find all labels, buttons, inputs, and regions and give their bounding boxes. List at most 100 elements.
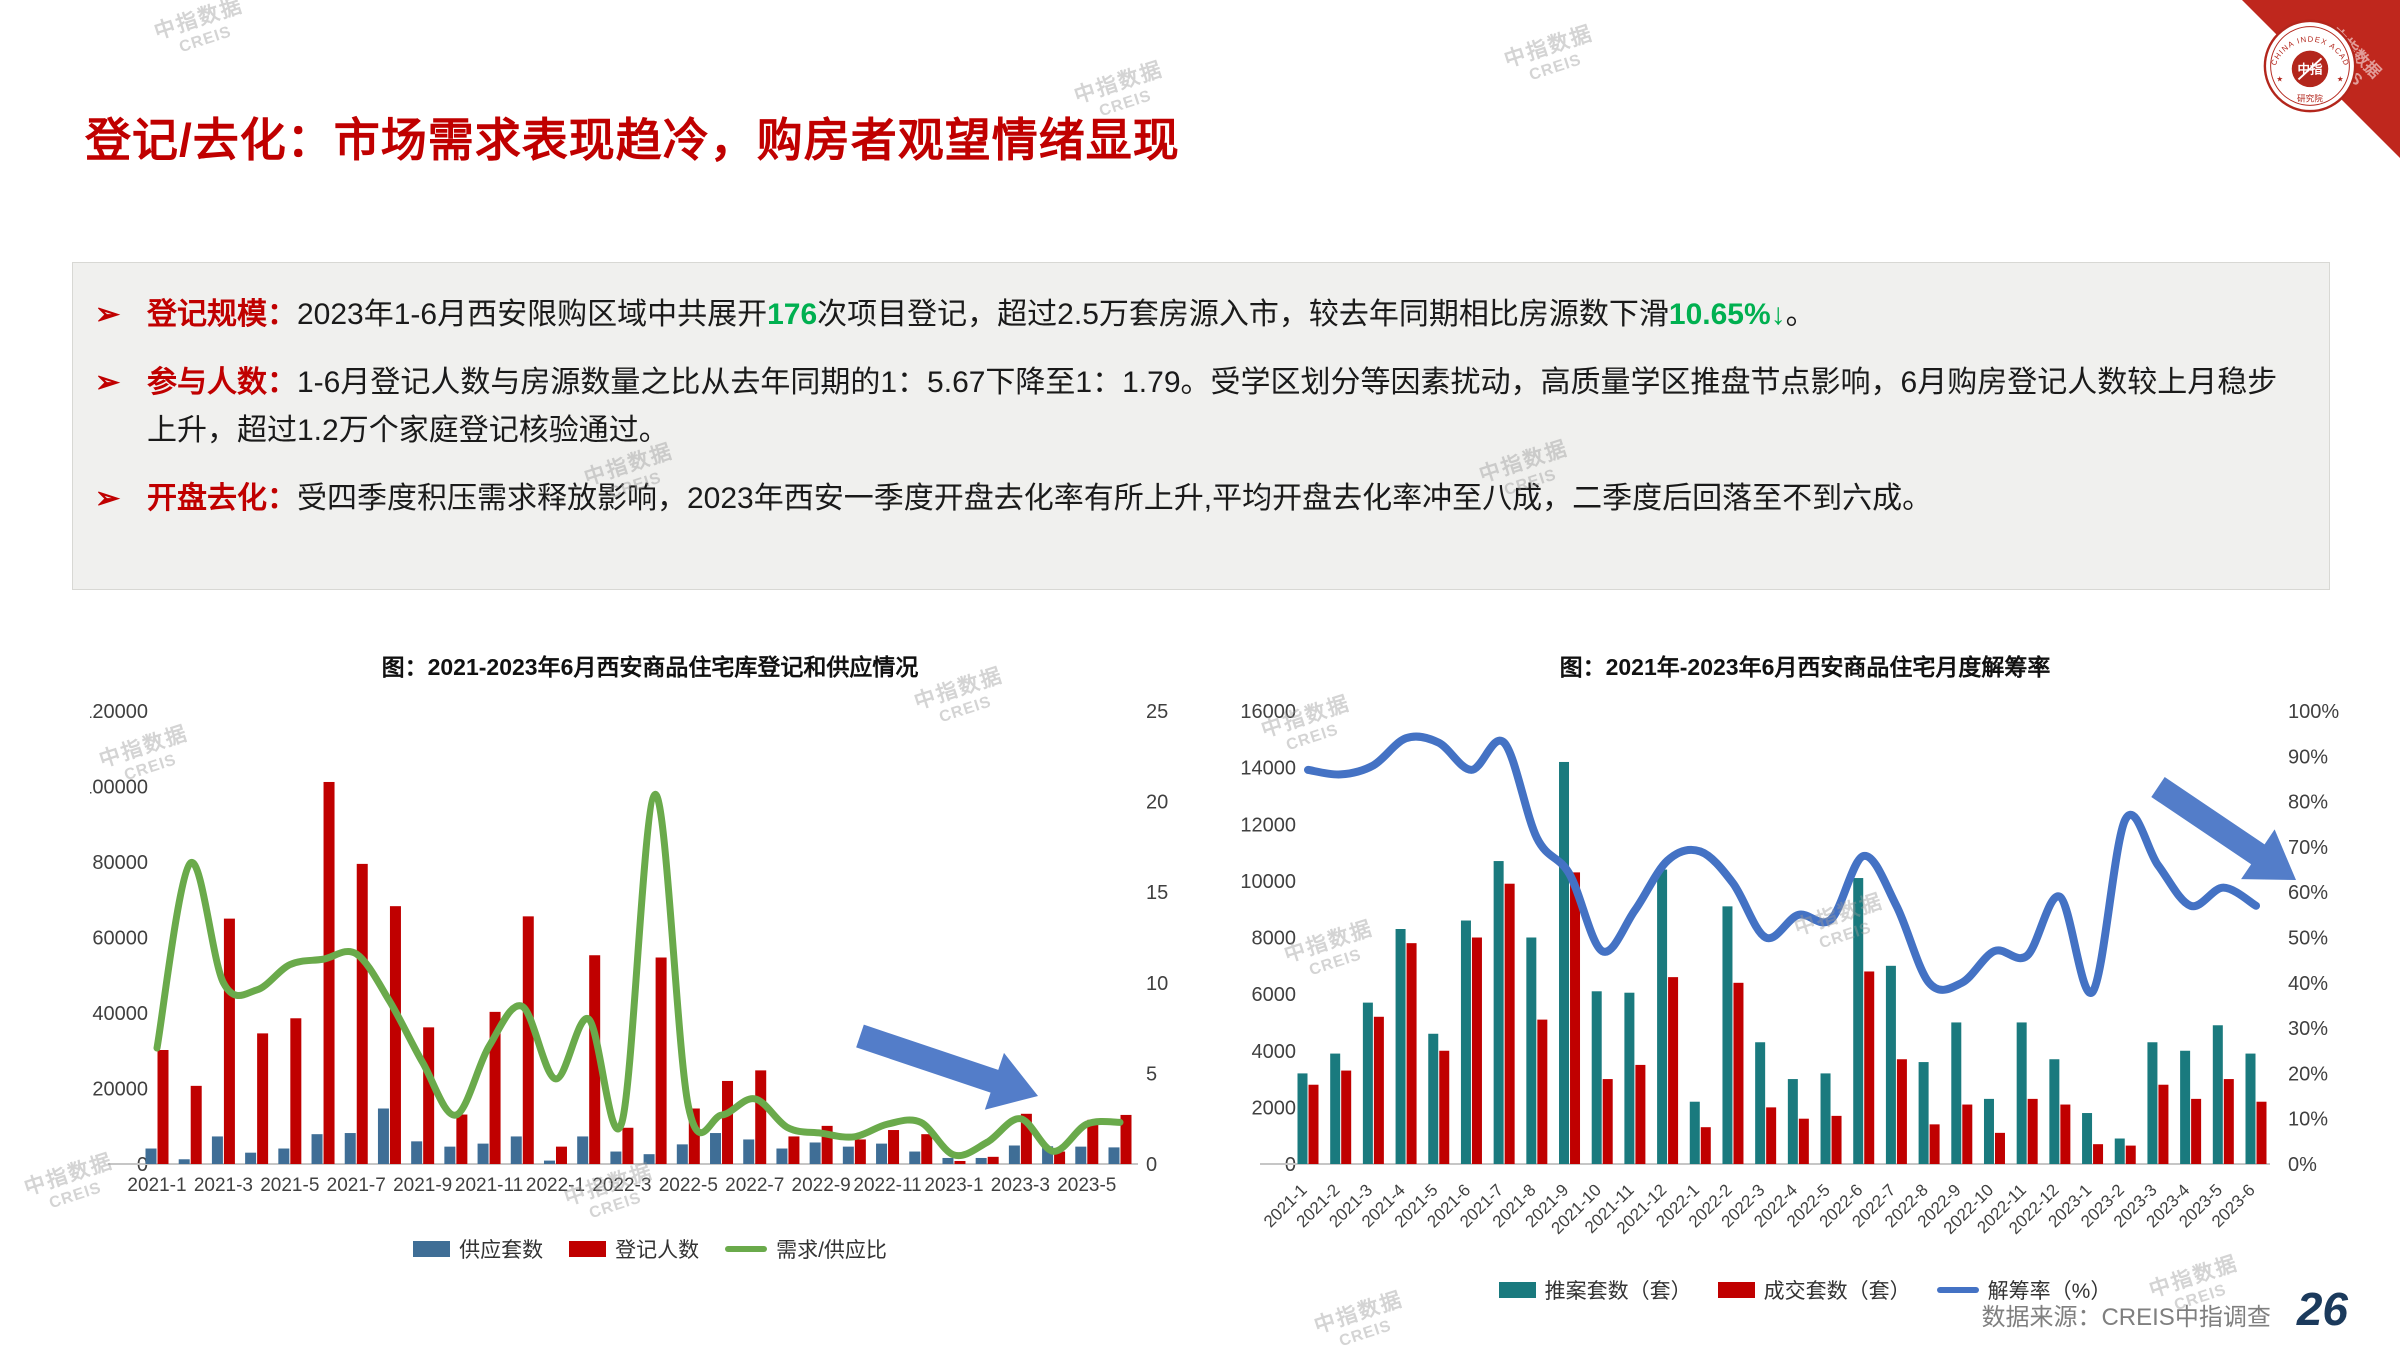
svg-text:★: ★ — [2276, 74, 2283, 83]
bar-成交套数（套）-2023-3 — [2158, 1084, 2169, 1164]
bar-供应套数-2023-3 — [1008, 1145, 1020, 1164]
bar-推案套数（套）-2022-1 — [1689, 1101, 1700, 1164]
bar-成交套数（套）-2022-3 — [1766, 1107, 1777, 1164]
bar-成交套数（套）-2022-4 — [1798, 1118, 1809, 1164]
bar-供应套数-2022-9 — [809, 1142, 821, 1164]
bar-登记人数-2022-6 — [722, 1080, 734, 1164]
axis-tick-label: 20000 — [92, 1079, 148, 1101]
data-source-label: 数据来源：CREIS中指调查 — [1981, 1304, 2271, 1331]
axis-tick-label: 70% — [2288, 837, 2328, 859]
bar-登记人数-2021-5 — [290, 1018, 302, 1164]
bar-推案套数（套）-2023-4 — [2180, 1050, 2191, 1164]
bar-成交套数（套）-2023-2 — [2125, 1145, 2136, 1164]
bar-推案套数（套）-2022-11 — [2016, 1022, 2027, 1164]
bar-登记人数-2021-9 — [423, 1027, 435, 1164]
x-tick-label: 2023-1 — [924, 1175, 983, 1196]
axis-tick-label: 40% — [2288, 973, 2328, 995]
bar-供应套数-2023-4 — [1042, 1146, 1054, 1164]
trend-down-arrow — [856, 1024, 1038, 1110]
x-tick-label: 2022-7 — [725, 1175, 784, 1196]
footer: 数据来源：CREIS中指调查 26 — [1981, 1282, 2348, 1336]
legend-item-成交套数（套）: 成交套数（套） — [1717, 1275, 1911, 1305]
bar-推案套数（套）-2021-12 — [1657, 869, 1668, 1164]
bar-供应套数-2023-6 — [1108, 1147, 1120, 1164]
bar-登记人数-2023-5 — [1087, 1119, 1099, 1164]
legend-label: 需求/供应比 — [776, 1239, 887, 1262]
bar-供应套数-2023-2 — [975, 1157, 987, 1164]
bullet-label: 参与人数： — [147, 366, 297, 399]
axis-tick-label: 12000 — [1240, 814, 1296, 836]
bar-登记人数-2021-10 — [456, 1114, 468, 1164]
bar-成交套数（套）-2021-6 — [1471, 937, 1482, 1164]
bullet-segment: 次项目登记，超过2.5万套房源入市，较去年同期相比房源数下滑 — [817, 298, 1669, 331]
svg-text:★: ★ — [2337, 74, 2344, 83]
bullet-item-1: ➢ 登记规模：2023年1-6月西安限购区域中共展开176次项目登记，超过2.5万… — [95, 291, 2289, 339]
bar-成交套数（套）-2022-6 — [1864, 971, 1875, 1164]
axis-tick-label: 80% — [2288, 792, 2328, 814]
highlight-value: 176 — [767, 298, 818, 331]
bar-成交套数（套）-2021-11 — [1635, 1064, 1646, 1164]
bar-登记人数-2022-7 — [755, 1070, 767, 1164]
axis-tick-label: 10% — [2288, 1109, 2328, 1131]
bar-推案套数（套）-2022-5 — [1820, 1073, 1831, 1164]
axis-tick-label: 30% — [2288, 1018, 2328, 1040]
bullet-label: 登记规模： — [147, 298, 297, 331]
bar-登记人数-2022-5 — [688, 1108, 700, 1164]
bar-登记人数-2022-1 — [555, 1146, 567, 1164]
legend-line-swatch — [1936, 1287, 1979, 1293]
bar-供应套数-2021-4 — [245, 1152, 257, 1164]
x-tick-label: 2021-9 — [393, 1175, 452, 1196]
bar-成交套数（套）-2022-2 — [1733, 982, 1744, 1164]
bar-登记人数-2022-2 — [589, 955, 601, 1164]
bar-推案套数（套）-2023-6 — [2245, 1053, 2256, 1164]
page-number: 26 — [2296, 1283, 2348, 1335]
bar-推案套数（套）-2022-9 — [1951, 1022, 1962, 1164]
legend-bar-swatch — [1717, 1282, 1755, 1298]
bar-供应套数-2022-2 — [577, 1136, 589, 1164]
bullet-segment: 受四季度积压需求释放影响，2023年西安一季度开盘去化率有所上升,平均开盘去化率… — [297, 482, 1933, 515]
chart-right-title: 图：2021年-2023年6月西安商品住宅月度解筹率 — [1559, 654, 2051, 680]
bar-推案套数（套）-2023-5 — [2212, 1025, 2223, 1164]
line-需求/供应比 — [153, 790, 1124, 1160]
trend-down-arrow — [2151, 777, 2296, 880]
bar-推案套数（套）-2021-11 — [1624, 992, 1635, 1164]
bar-供应套数-2021-2 — [178, 1159, 190, 1164]
bar-登记人数-2021-2 — [190, 1085, 202, 1164]
bar-推案套数（套）-2021-7 — [1493, 861, 1504, 1164]
bar-供应套数-2021-12 — [510, 1136, 522, 1164]
bar-成交套数（套）-2023-5 — [2223, 1079, 2234, 1164]
x-tick-label: 2022-9 — [792, 1175, 851, 1196]
bullet-text: 参与人数：1-6月登记人数与房源数量之比从去年同期的1：5.67下降至1：1.7… — [147, 359, 2289, 455]
line-解筹率（%） — [1304, 732, 2260, 997]
bullet-label: 开盘去化： — [147, 482, 297, 515]
bullet-segment: 1-6月登记人数与房源数量之比从去年同期的1：5.67下降至1：1.79。受学区… — [147, 366, 2278, 447]
bar-推案套数（套）-2022-6 — [1853, 878, 1864, 1164]
bar-登记人数-2021-4 — [257, 1033, 269, 1164]
bar-供应套数-2021-3 — [211, 1136, 223, 1164]
legend-item-需求/供应比: 需求/供应比 — [725, 1234, 887, 1264]
x-tick-label: 2021-7 — [327, 1175, 386, 1196]
x-tick-label: 2022-3 — [592, 1175, 651, 1196]
chart-left-legend: 供应套数 登记人数 需求/供应比 — [90, 1234, 1210, 1264]
chart-right-block: 图：2021年-2023年6月西安商品住宅月度解筹率 0200040006000… — [1230, 648, 2380, 1305]
highlight-value: 10.65%↓ — [1668, 298, 1786, 331]
chart-left-title: 图：2021-2023年6月西安商品住宅库登记和供应情况 — [381, 654, 919, 680]
bar-推案套数（套）-2023-2 — [2114, 1138, 2125, 1164]
bar-登记人数-2021-3 — [223, 918, 235, 1164]
bullet-item-2: ➢ 参与人数：1-6月登记人数与房源数量之比从去年同期的1：5.67下降至1：1.… — [95, 359, 2289, 455]
bar-供应套数-2021-1 — [145, 1148, 157, 1164]
bar-登记人数-2021-11 — [489, 1011, 501, 1164]
bar-成交套数（套）-2021-10 — [1602, 1079, 1613, 1164]
bar-推案套数（套）-2022-10 — [1983, 1098, 1994, 1164]
bar-供应套数-2022-8 — [776, 1148, 788, 1164]
bar-登记人数-2022-12 — [921, 1134, 933, 1164]
axis-tick-label: 5 — [1146, 1063, 1157, 1085]
legend-bar-swatch — [413, 1241, 451, 1257]
bar-推案套数（套）-2022-8 — [1918, 1062, 1929, 1164]
bar-登记人数-2023-6 — [1120, 1114, 1132, 1164]
bar-推案套数（套）-2021-4 — [1395, 929, 1406, 1164]
legend-item-登记人数: 登记人数 — [569, 1234, 699, 1264]
axis-tick-label: 100000 — [90, 777, 148, 799]
china-index-academy-logo: CHINA INDEX ACADEMY ★ ★ 中指 研究院 — [2262, 18, 2357, 113]
x-tick-label: 2022-5 — [659, 1175, 718, 1196]
